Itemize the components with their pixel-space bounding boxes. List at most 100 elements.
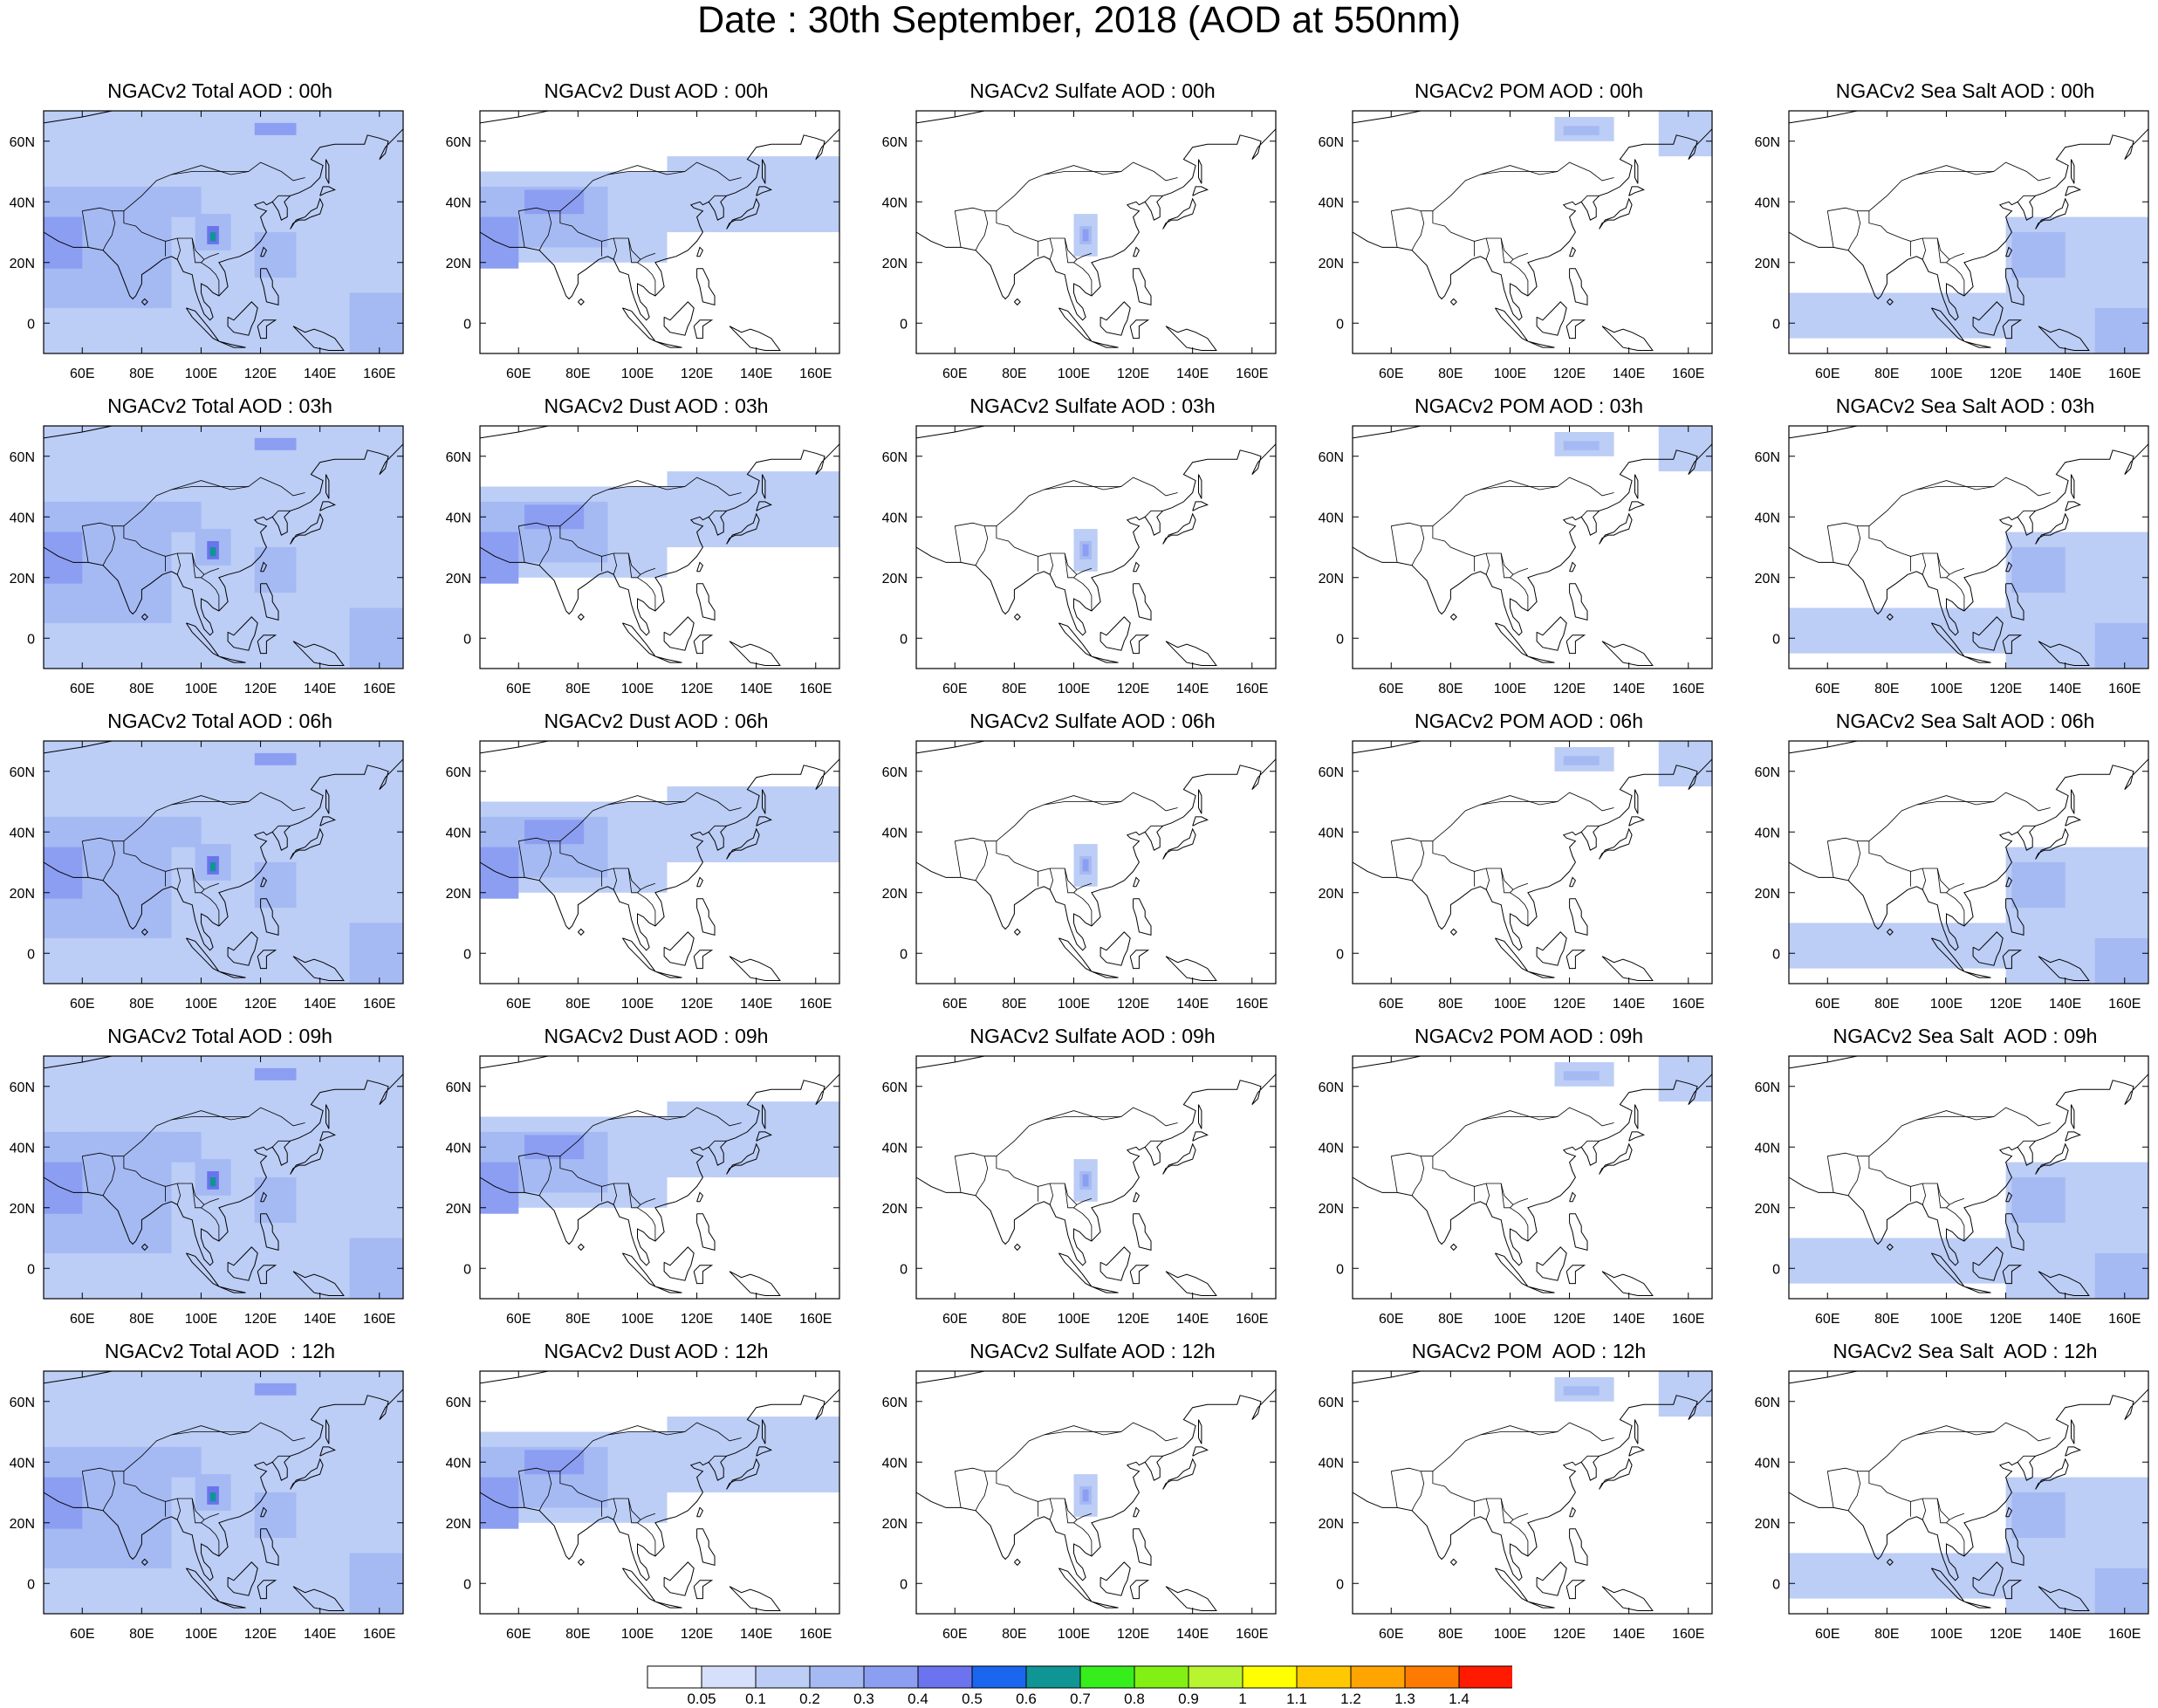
coastline (663, 616, 695, 651)
lon-tick-label: 160E (363, 1627, 395, 1642)
coastline (1133, 876, 1141, 888)
coastline (726, 512, 760, 545)
map-plot: 60E 80E 100E 120E 140E 160E 60N 40N 20N 0 (1755, 425, 2149, 696)
panel-title: NGACv2 Sea Salt AOD : 12h (1833, 1340, 2098, 1362)
lon-tick-label: 80E (1002, 997, 1026, 1012)
coastline (260, 561, 268, 573)
country-border (201, 262, 220, 296)
coastline (1527, 971, 1555, 978)
aod-field-region (209, 1492, 216, 1502)
lon-tick-label: 80E (1438, 682, 1463, 696)
lon-tick-label: 80E (565, 997, 590, 1012)
map-plot: 60E 80E 100E 120E 140E 160E 60N 40N 20N 0 (1755, 110, 2149, 381)
country-border (123, 1471, 220, 1520)
lon-tick-label: 160E (1672, 367, 1704, 381)
country-border (82, 1107, 305, 1157)
coastline (2035, 827, 2069, 860)
country-border (708, 825, 727, 833)
map-frame (43, 110, 404, 354)
country-border (517, 840, 525, 878)
country-border (1390, 210, 1398, 248)
coastline (141, 613, 148, 621)
lon-tick-label: 100E (1494, 1627, 1526, 1642)
country-border (1064, 868, 1078, 894)
coastline (1569, 268, 1588, 306)
coastline (693, 1580, 714, 1600)
lon-tick-label: 80E (129, 1627, 154, 1642)
country-border (191, 237, 205, 264)
lon-tick-label: 60E (70, 1312, 94, 1327)
colorbar-swatch (1134, 1665, 1189, 1689)
lon-tick-label: 140E (304, 1627, 336, 1642)
lon-tick-label: 140E (304, 367, 336, 381)
country-border (975, 1156, 989, 1196)
country-border (1922, 1183, 1927, 1205)
country-border (1073, 892, 1093, 926)
aod-field-region (524, 189, 585, 215)
coastline (227, 931, 258, 966)
lat-tick-label: 40N (446, 1141, 471, 1156)
coastline (915, 128, 1277, 321)
country-border (627, 1183, 641, 1209)
colorbar-label: 0.3 (853, 1691, 874, 1705)
lat-tick-label: 20N (10, 257, 35, 271)
coastline (654, 971, 682, 978)
lat-tick-label: 20N (1755, 257, 1780, 271)
aod-field-region (1563, 1386, 1600, 1396)
lat-tick-label: 60N (882, 135, 908, 150)
country-border (1049, 237, 1054, 260)
coastline (654, 1601, 682, 1609)
aod-field-region (82, 501, 202, 532)
country-border (2017, 1140, 2036, 1148)
lat-tick-label: 60N (10, 765, 35, 780)
lat-tick-label: 20N (10, 572, 35, 586)
aod-field-region (82, 1131, 202, 1163)
coastline (1599, 1142, 1633, 1175)
coastline (1599, 197, 1633, 230)
country-border (1049, 1183, 1054, 1205)
lat-tick-label: 40N (446, 1456, 471, 1471)
country-border (708, 1140, 727, 1148)
lon-tick-label: 80E (565, 1627, 590, 1642)
panel-title: NGACv2 Dust AOD : 12h (544, 1340, 769, 1362)
country-border (1411, 210, 1425, 250)
colorbar-swatch (1242, 1665, 1298, 1689)
coastline (578, 1243, 585, 1252)
lon-tick-label: 140E (1176, 997, 1209, 1012)
coastline (1565, 319, 1586, 340)
coastline (696, 1191, 704, 1203)
coastline (43, 1074, 404, 1266)
lon-tick-label: 120E (244, 1627, 277, 1642)
map-frame (43, 1055, 404, 1300)
country-border (1144, 1455, 1163, 1463)
country-border (1064, 237, 1078, 264)
lon-tick-label: 100E (1058, 682, 1090, 696)
coastline (578, 928, 585, 936)
lon-tick-label: 140E (1176, 1312, 1209, 1327)
map-plot: 60E 80E 100E 120E 140E 160E 60N 40N 20N 0 (10, 1055, 404, 1327)
coastline (696, 246, 704, 257)
lat-tick-label: 20N (1319, 1517, 1344, 1532)
country-border (1144, 825, 1163, 833)
lon-tick-label: 100E (1058, 1312, 1090, 1327)
lon-tick-label: 140E (740, 1312, 772, 1327)
coastline (1963, 655, 1991, 663)
coastline (479, 1074, 840, 1266)
country-border (1936, 237, 1950, 264)
country-border (1510, 262, 1529, 296)
country-border (1868, 1471, 1965, 1520)
lon-tick-label: 160E (1236, 367, 1268, 381)
aod-field-region (209, 1177, 216, 1187)
coastline (2002, 1580, 2023, 1600)
map-frame (479, 1370, 840, 1615)
aod-field-region (524, 820, 585, 845)
country-border (201, 1522, 220, 1556)
lon-tick-label: 160E (1672, 1627, 1704, 1642)
coastline (2005, 268, 2024, 306)
lat-tick-label: 40N (1319, 826, 1344, 840)
lat-tick-label: 60N (446, 450, 471, 465)
lat-tick-label: 0 (463, 317, 471, 332)
lat-tick-label: 40N (1755, 195, 1780, 210)
coastline (1972, 931, 2004, 966)
country-border (637, 1522, 656, 1556)
